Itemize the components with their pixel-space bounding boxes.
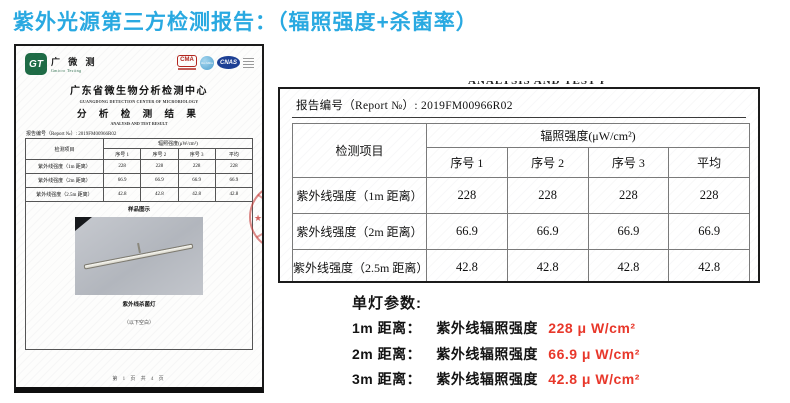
value-cell: 228 xyxy=(668,177,750,214)
irradiance-table: 检测项目 辐照强度(μW/cm²) 序号 1 序号 2 序号 3 平均 紫外线强… xyxy=(292,123,750,281)
cnas-logo-icon: CNAS xyxy=(217,56,240,69)
param-label: 紫外线辐照强度 xyxy=(436,320,538,336)
value-cell: 66.9 xyxy=(426,213,508,250)
item-header-cell: 检测项目 xyxy=(292,123,427,178)
table-row: 紫外线强度（2m 距离） 66.9 66.9 66.9 66.9 xyxy=(292,213,750,250)
value-cell: 42.8 xyxy=(668,249,750,281)
mini-row-item: 紫外线强度（1m 距离） xyxy=(25,159,104,174)
mini-cell: 42.8 xyxy=(177,187,216,202)
irradiance-header-cell: 辐照强度(μW/cm²) xyxy=(426,123,750,148)
center-name-en: GUANGDONG DETECTION CENTER OF MICROBIOLO… xyxy=(79,99,199,104)
value-cell: 66.9 xyxy=(587,213,670,250)
param-distance: 2m 距离： xyxy=(352,345,422,362)
mini-result-table: 检测项目 辐照强度(μW/cm²) 序号 1 序号 2 序号 3 平均 紫外线强… xyxy=(25,138,254,202)
value-cell: 66.9 xyxy=(668,213,750,250)
clipped-analysis-heading: ANALYSIS AND TEST RESULT xyxy=(468,81,604,87)
report-number-line-small: 报告编号（Report №）: 2019FM00966R02 xyxy=(26,132,117,137)
param-row-2m: 2m 距离： 紫外线辐照强度 66.9 μ W/cm² xyxy=(352,342,640,368)
table-row: 紫外线强度（1m 距离） 228 228 228 228 xyxy=(25,159,254,174)
mini-row-item: 紫外线强度（2m 距离） xyxy=(25,173,104,188)
value-cell: 228 xyxy=(587,177,670,214)
report-table-panel: 报告编号（Report №）: 2019FM00966R02 检测项目 辐照强度… xyxy=(278,87,760,283)
value-cell: 42.8 xyxy=(587,249,670,281)
blank-below-note: （以下空白） xyxy=(123,321,154,326)
sample-caption: 紫外线杀菌灯 xyxy=(122,302,156,308)
value-cell: 42.8 xyxy=(506,249,589,281)
mini-cell: 228 xyxy=(140,159,179,174)
mini-cell: 228 xyxy=(214,159,254,174)
stamp-star-icon: ★ xyxy=(254,213,263,223)
mini-cell: 42.8 xyxy=(102,187,142,202)
cma-logo-icon: CMA xyxy=(177,55,197,70)
ilac-mra-logo-icon: ilac-MRA xyxy=(200,55,214,70)
row-item-cell: 紫外线强度（1m 距离） xyxy=(292,177,427,214)
value-cell: 66.9 xyxy=(506,213,589,250)
params-title: 单灯参数: xyxy=(352,295,422,312)
mini-irradiance-header: 辐照强度(μW/cm²) xyxy=(103,138,253,149)
mini-col-header: 序号 1 xyxy=(102,148,142,160)
stamp-mark xyxy=(257,193,262,201)
mini-col-header: 序号 3 xyxy=(177,148,216,160)
col-header-cell: 序号 2 xyxy=(506,147,589,178)
scanned-report-page: GT 广 微 测 Gmicro Testing CMA ilac-MRA CNA… xyxy=(14,44,264,393)
param-distance: 3m 距离： xyxy=(352,371,422,387)
table-row: 紫外线强度（1m 距离） 228 228 228 228 xyxy=(292,177,750,214)
single-lamp-params: 单灯参数: 1m 距离： 紫外线辐照强度 228 μ W/cm² 2m 距离： … xyxy=(352,292,640,393)
mini-cell: 228 xyxy=(102,159,142,174)
col-header-cell: 序号 3 xyxy=(587,147,670,178)
lamp-bracket xyxy=(136,242,141,253)
mini-row-item: 紫外线强度（2.5m 距离） xyxy=(25,187,104,202)
page-title: 紫外光源第三方检测报告：（辐照强度+杀菌率） xyxy=(13,11,478,34)
gt-logo-icon: GT xyxy=(25,53,47,75)
mini-cell: 66.9 xyxy=(214,173,254,188)
param-value: 66.9 μ W/cm² xyxy=(548,345,640,362)
page-footer: 第 1 页 共 4 页 xyxy=(112,377,166,382)
report-number-line: 报告编号（Report №）: 2019FM00966R02 xyxy=(292,97,746,118)
col-header-cell: 平均 xyxy=(668,147,750,178)
table-row: 紫外线强度（2m 距离） 66.9 66.9 66.9 66.9 xyxy=(25,173,254,188)
mini-col-header: 序号 2 xyxy=(140,148,179,160)
param-label: 紫外线辐照强度 xyxy=(436,371,538,387)
param-row-1m: 1m 距离： 紫外线辐照强度 228 μ W/cm² xyxy=(352,316,640,342)
mini-item-header: 检测项目 xyxy=(25,138,104,160)
row-item-cell: 紫外线强度（2m 距离） xyxy=(292,213,427,250)
report-header: GT 广 微 测 Gmicro Testing CMA ilac-MRA CNA… xyxy=(16,46,262,75)
lab-name-cn: 广 微 测 xyxy=(51,57,98,67)
result-title-cn: 分 析 检 测 结 果 xyxy=(77,110,201,120)
lab-name-en: Gmicro Testing xyxy=(51,68,82,73)
param-label: 紫外线辐照强度 xyxy=(436,345,538,362)
certification-logos: CMA ilac-MRA CNAS xyxy=(177,53,254,70)
mini-cell: 66.9 xyxy=(140,173,179,188)
table-row: 紫外线强度（2.5m 距离） 42.8 42.8 42.8 42.8 xyxy=(25,187,254,202)
col-header-cell: 序号 1 xyxy=(426,147,508,178)
mini-cell: 228 xyxy=(177,159,216,174)
value-cell: 42.8 xyxy=(426,249,508,281)
mini-cell: 66.9 xyxy=(102,173,142,188)
lab-brand: GT 广 微 测 Gmicro Testing xyxy=(25,53,98,75)
value-cell: 228 xyxy=(426,177,508,214)
mini-cell: 42.8 xyxy=(140,187,179,202)
cma-logo-subline xyxy=(178,68,196,70)
mini-cell: 66.9 xyxy=(177,173,216,188)
cnas-note-lines xyxy=(243,57,254,69)
mini-col-header: 平均 xyxy=(214,148,254,160)
result-title-en: ANALYSIS AND TEST RESULT xyxy=(110,121,168,126)
photo-corner-shadow xyxy=(75,217,92,231)
sample-photo xyxy=(75,217,203,295)
param-row-3m: 3m 距离： 紫外线辐照强度 42.8 μ W/cm² xyxy=(352,367,640,393)
mini-cell: 42.8 xyxy=(214,187,254,202)
center-name-cn: 广东省微生物分析检测中心 xyxy=(70,86,208,97)
value-cell: 228 xyxy=(506,177,589,214)
param-distance: 1m 距离： xyxy=(352,320,422,336)
row-item-cell: 紫外线强度（2.5m 距离） xyxy=(292,249,428,281)
stamp-mark xyxy=(256,231,262,239)
lab-brand-names: 广 微 测 Gmicro Testing xyxy=(51,55,98,73)
param-value: 228 μ W/cm² xyxy=(548,320,636,336)
sample-section-title: 样品图示 xyxy=(127,207,150,213)
cma-logo-text: CMA xyxy=(177,55,197,67)
sample-section: 样品图示 紫外线杀菌灯 （以下空白） xyxy=(25,202,253,350)
param-value: 42.8 μ W/cm² xyxy=(548,371,640,387)
table-row: 紫外线强度（2.5m 距离） 42.8 42.8 42.8 42.8 xyxy=(292,249,750,281)
